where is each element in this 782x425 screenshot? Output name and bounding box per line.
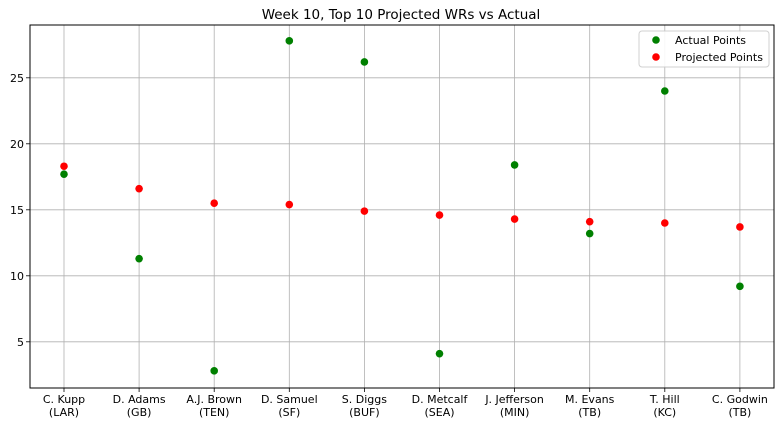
x-tick-label-line: (SEA) xyxy=(424,406,454,419)
x-tick-label-line: (TB) xyxy=(578,406,601,419)
data-point xyxy=(360,207,369,215)
x-tick-label-line: D. Metcalf xyxy=(412,393,469,406)
data-point xyxy=(285,200,294,209)
x-tick-label: C. Godwin (TB) xyxy=(712,393,768,419)
x-tick-label: T. Hill (KC) xyxy=(649,393,680,419)
x-axis-ticks: C. Kupp (LAR) D. Adams (GB) A.J. Brown (TEN) D… xyxy=(43,388,768,419)
x-tick-label-line: (GB) xyxy=(127,406,152,419)
chart-title: Week 10, Top 10 Projected WRs vs Actual xyxy=(262,7,541,23)
y-tick-label: 25 xyxy=(10,72,24,85)
x-tick-label: D. Adams (GB) xyxy=(113,393,166,419)
legend-marker xyxy=(652,36,660,44)
data-point xyxy=(60,170,68,178)
x-tick-label-line: (MIN) xyxy=(500,406,530,419)
legend-label: Actual Points xyxy=(675,34,746,47)
y-tick-label: 20 xyxy=(10,138,24,151)
x-tick-label-line: (BUF) xyxy=(349,406,380,419)
y-tick-label: 10 xyxy=(10,270,24,283)
y-axis-ticks: 5 10 15 20 25 xyxy=(10,72,30,349)
data-point xyxy=(736,223,744,231)
y-tick-label: 15 xyxy=(10,204,24,217)
x-tick-label-line: (TEN) xyxy=(199,406,229,419)
x-tick-label-line: (KC) xyxy=(653,406,676,419)
x-tick-label-line: S. Diggs xyxy=(342,393,387,406)
legend-label: Projected Points xyxy=(675,51,763,64)
x-tick-label: J. Jefferson (MIN) xyxy=(484,393,544,419)
grid xyxy=(30,25,774,388)
x-tick-label-line: C. Godwin xyxy=(712,393,768,406)
data-point xyxy=(285,37,294,45)
data-point xyxy=(60,162,68,171)
data-points xyxy=(60,37,744,375)
x-tick-label: A.J. Brown (TEN) xyxy=(186,393,242,419)
x-tick-label-line: C. Kupp xyxy=(43,393,85,406)
x-tick-label-line: (LAR) xyxy=(49,406,79,419)
x-tick-label-line: D. Samuel xyxy=(261,393,318,406)
data-point xyxy=(210,367,218,375)
x-tick-label-line: (SF) xyxy=(278,406,300,419)
data-point xyxy=(360,58,369,66)
data-point xyxy=(510,161,519,169)
data-point xyxy=(585,217,594,226)
x-tick-label-line: (TB) xyxy=(728,406,751,419)
plot-frame xyxy=(29,24,775,389)
x-tick-label-line: D. Adams xyxy=(113,393,166,406)
x-tick-label: D. Samuel (SF) xyxy=(261,393,318,419)
data-point xyxy=(435,349,444,358)
y-tick-label: 5 xyxy=(17,336,24,349)
data-point xyxy=(435,211,444,219)
data-point xyxy=(661,219,669,227)
x-tick-label: C. Kupp (LAR) xyxy=(43,393,85,419)
x-tick-label: D. Metcalf (SEA) xyxy=(412,393,469,419)
series-actual xyxy=(60,37,744,375)
legend-box xyxy=(638,30,770,68)
legend-marker xyxy=(652,53,660,61)
x-tick-label-line: A.J. Brown xyxy=(186,393,242,406)
data-point xyxy=(661,87,669,95)
x-tick-label-line: J. Jefferson xyxy=(484,393,544,406)
x-tick-label: M. Evans (TB) xyxy=(565,393,615,419)
data-point xyxy=(585,229,594,238)
legend: Actual Points Projected Points xyxy=(638,30,770,68)
series-projected xyxy=(60,162,744,231)
x-tick-label: S. Diggs (BUF) xyxy=(342,393,387,419)
data-point xyxy=(736,282,744,291)
data-point xyxy=(135,254,143,263)
data-point xyxy=(135,184,143,193)
data-point xyxy=(210,199,218,207)
data-point xyxy=(510,215,519,223)
x-tick-label-line: T. Hill xyxy=(649,393,680,406)
x-tick-label-line: M. Evans xyxy=(565,393,615,406)
